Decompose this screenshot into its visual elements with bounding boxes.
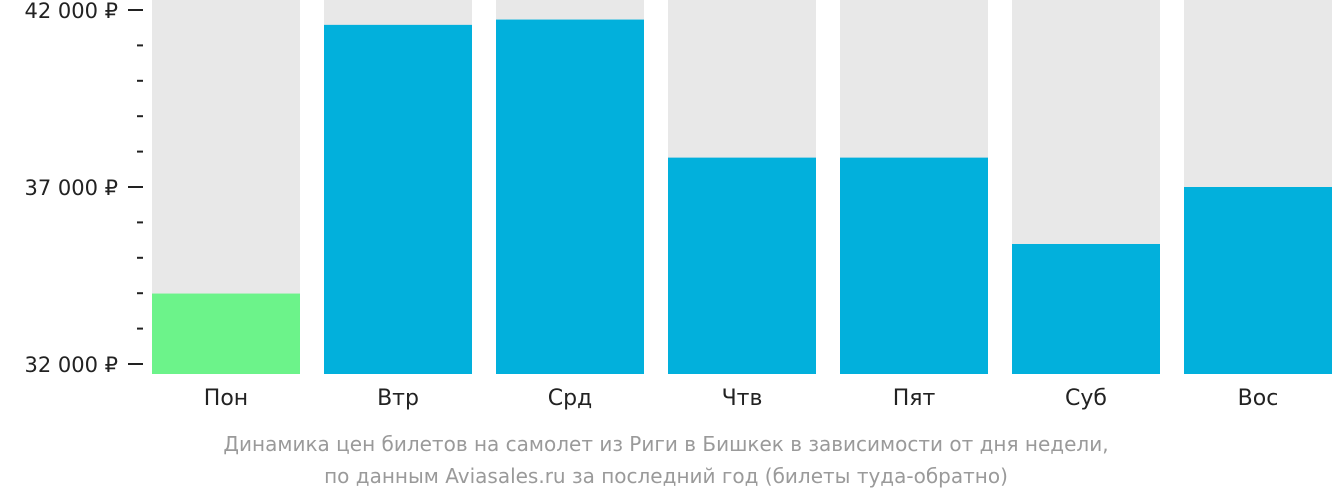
bar-2[interactable] [324,24,472,374]
x-tick-label-7: Вос [1238,386,1279,411]
x-axis-labels: Пон Втр Срд Чтв Пят Суб Вос [204,386,1279,411]
x-tick-label-2: Втр [377,386,419,411]
bar-5[interactable] [840,157,988,374]
bar-4[interactable] [668,157,816,374]
x-tick-label-1: Пон [204,386,248,411]
bar-6[interactable] [1012,243,1160,374]
y-axis: 42 000 ₽ 37 000 ₽ 32 000 ₽ [24,0,143,377]
bar-1[interactable] [152,293,300,374]
y-tick-label-2: 37 000 ₽ [24,176,118,200]
y-tick-label-1: 42 000 ₽ [24,0,118,23]
x-tick-label-5: Пят [893,386,936,411]
x-tick-label-6: Суб [1065,386,1107,411]
bar-3[interactable] [496,19,644,374]
y-tick-label-3: 32 000 ₽ [24,353,118,377]
caption-line-1: Динамика цен билетов на самолет из Риги … [223,432,1109,456]
x-tick-label-3: Срд [548,386,593,411]
bar-7[interactable] [1184,187,1332,374]
caption-line-2: по данным Aviasales.ru за последний год … [324,464,1008,488]
chart-caption: Динамика цен билетов на самолет из Риги … [0,428,1332,492]
bars [152,19,1332,374]
x-tick-label-4: Чтв [722,386,763,411]
